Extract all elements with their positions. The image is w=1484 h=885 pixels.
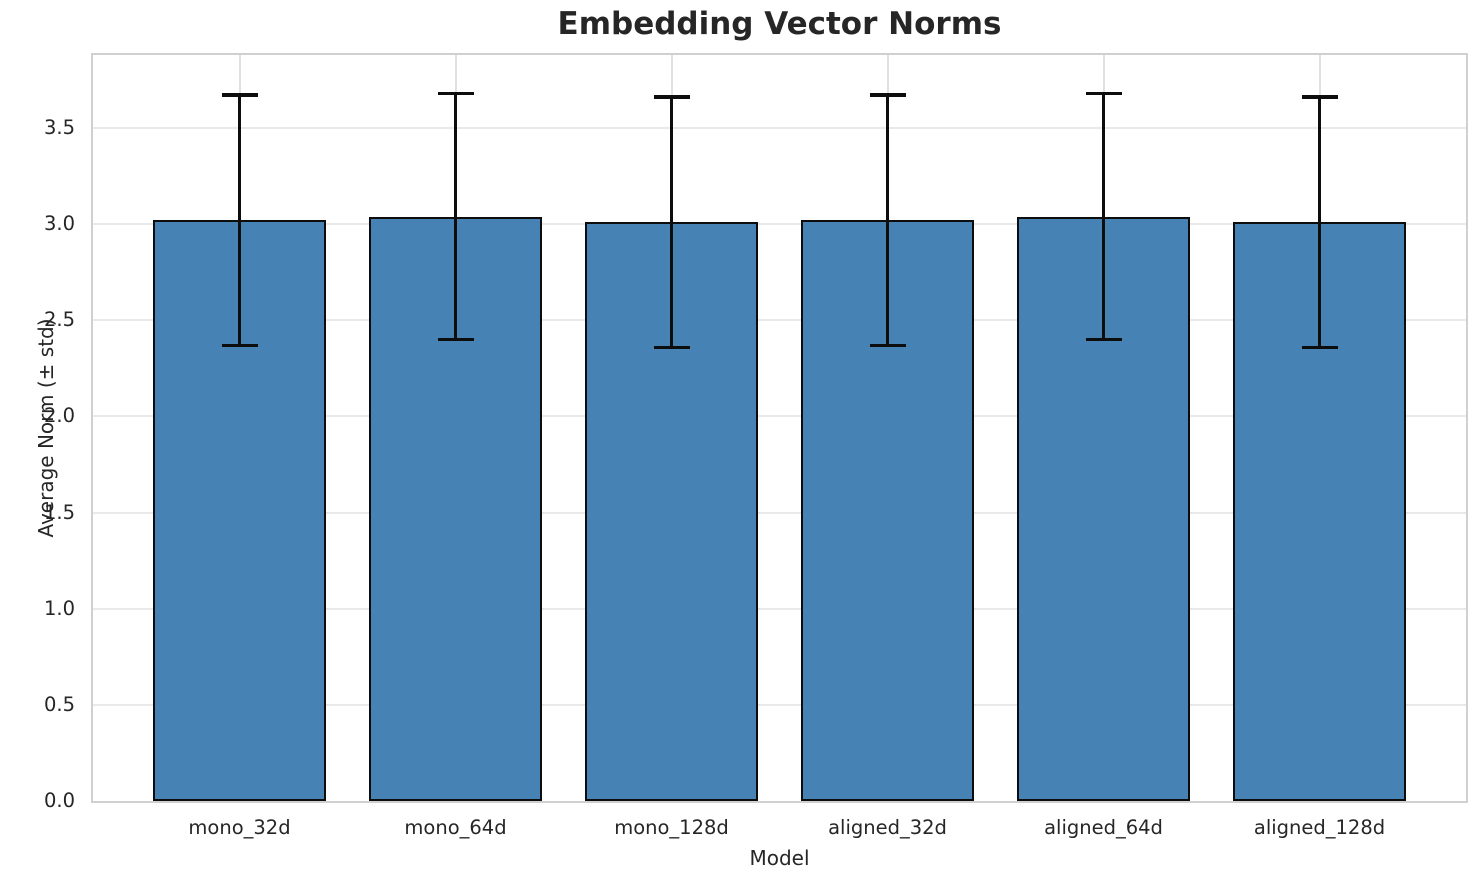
y-tick-label: 2.5 xyxy=(43,308,75,332)
x-tick-label-aligned_64d: aligned_64d xyxy=(1044,816,1163,839)
x-tick-label-mono_32d: mono_32d xyxy=(188,816,291,839)
error-bar-cap-bottom xyxy=(1085,337,1122,342)
y-tick-label: 0.0 xyxy=(43,789,75,812)
chart-title: Embedding Vector Norms xyxy=(557,6,1002,42)
x-axis-label: Model xyxy=(749,846,810,870)
error-bar-line xyxy=(669,95,674,350)
error-bar-cap-bottom xyxy=(653,345,690,350)
h-gridline xyxy=(93,607,1466,610)
error-bar-cap-bottom xyxy=(221,343,258,348)
error-bar-line xyxy=(885,93,890,348)
y-tick-label: 2.0 xyxy=(43,404,75,428)
x-tick-label-aligned_32d: aligned_32d xyxy=(828,816,947,839)
y-tick-label: 3.0 xyxy=(43,212,75,236)
h-gridline xyxy=(93,319,1466,322)
error-bar-cap-top xyxy=(1301,95,1338,99)
x-tick-label-mono_128d: mono_128d xyxy=(614,816,729,839)
error-bar-cap-top xyxy=(1085,91,1122,96)
error-bar-cap-bottom xyxy=(437,337,474,342)
error-bar-cap-top xyxy=(869,93,906,97)
h-gridline xyxy=(93,223,1466,226)
h-gridline xyxy=(93,511,1466,514)
y-tick-label: 3.5 xyxy=(43,116,75,140)
x-tick-label-mono_64d: mono_64d xyxy=(404,816,507,839)
error-bar-cap-top xyxy=(221,93,258,97)
y-tick-label: 1.5 xyxy=(43,500,75,524)
error-bar-cap-top xyxy=(437,91,474,96)
error-bar-cap-bottom xyxy=(869,343,906,348)
error-bar-line xyxy=(1317,95,1322,350)
x-tick-label-aligned_128d: aligned_128d xyxy=(1253,816,1386,839)
error-bar-line xyxy=(453,91,458,342)
h-gridline xyxy=(93,127,1466,130)
error-bar-line xyxy=(1101,91,1106,342)
error-bar-line xyxy=(237,93,242,348)
error-bar-cap-bottom xyxy=(1301,345,1338,350)
h-gridline xyxy=(93,415,1466,418)
error-bar-cap-top xyxy=(653,95,690,99)
y-tick-label: 1.0 xyxy=(43,596,75,620)
plot-area xyxy=(91,53,1468,803)
h-gridline xyxy=(93,703,1466,706)
y-tick-label: 0.5 xyxy=(43,692,75,716)
